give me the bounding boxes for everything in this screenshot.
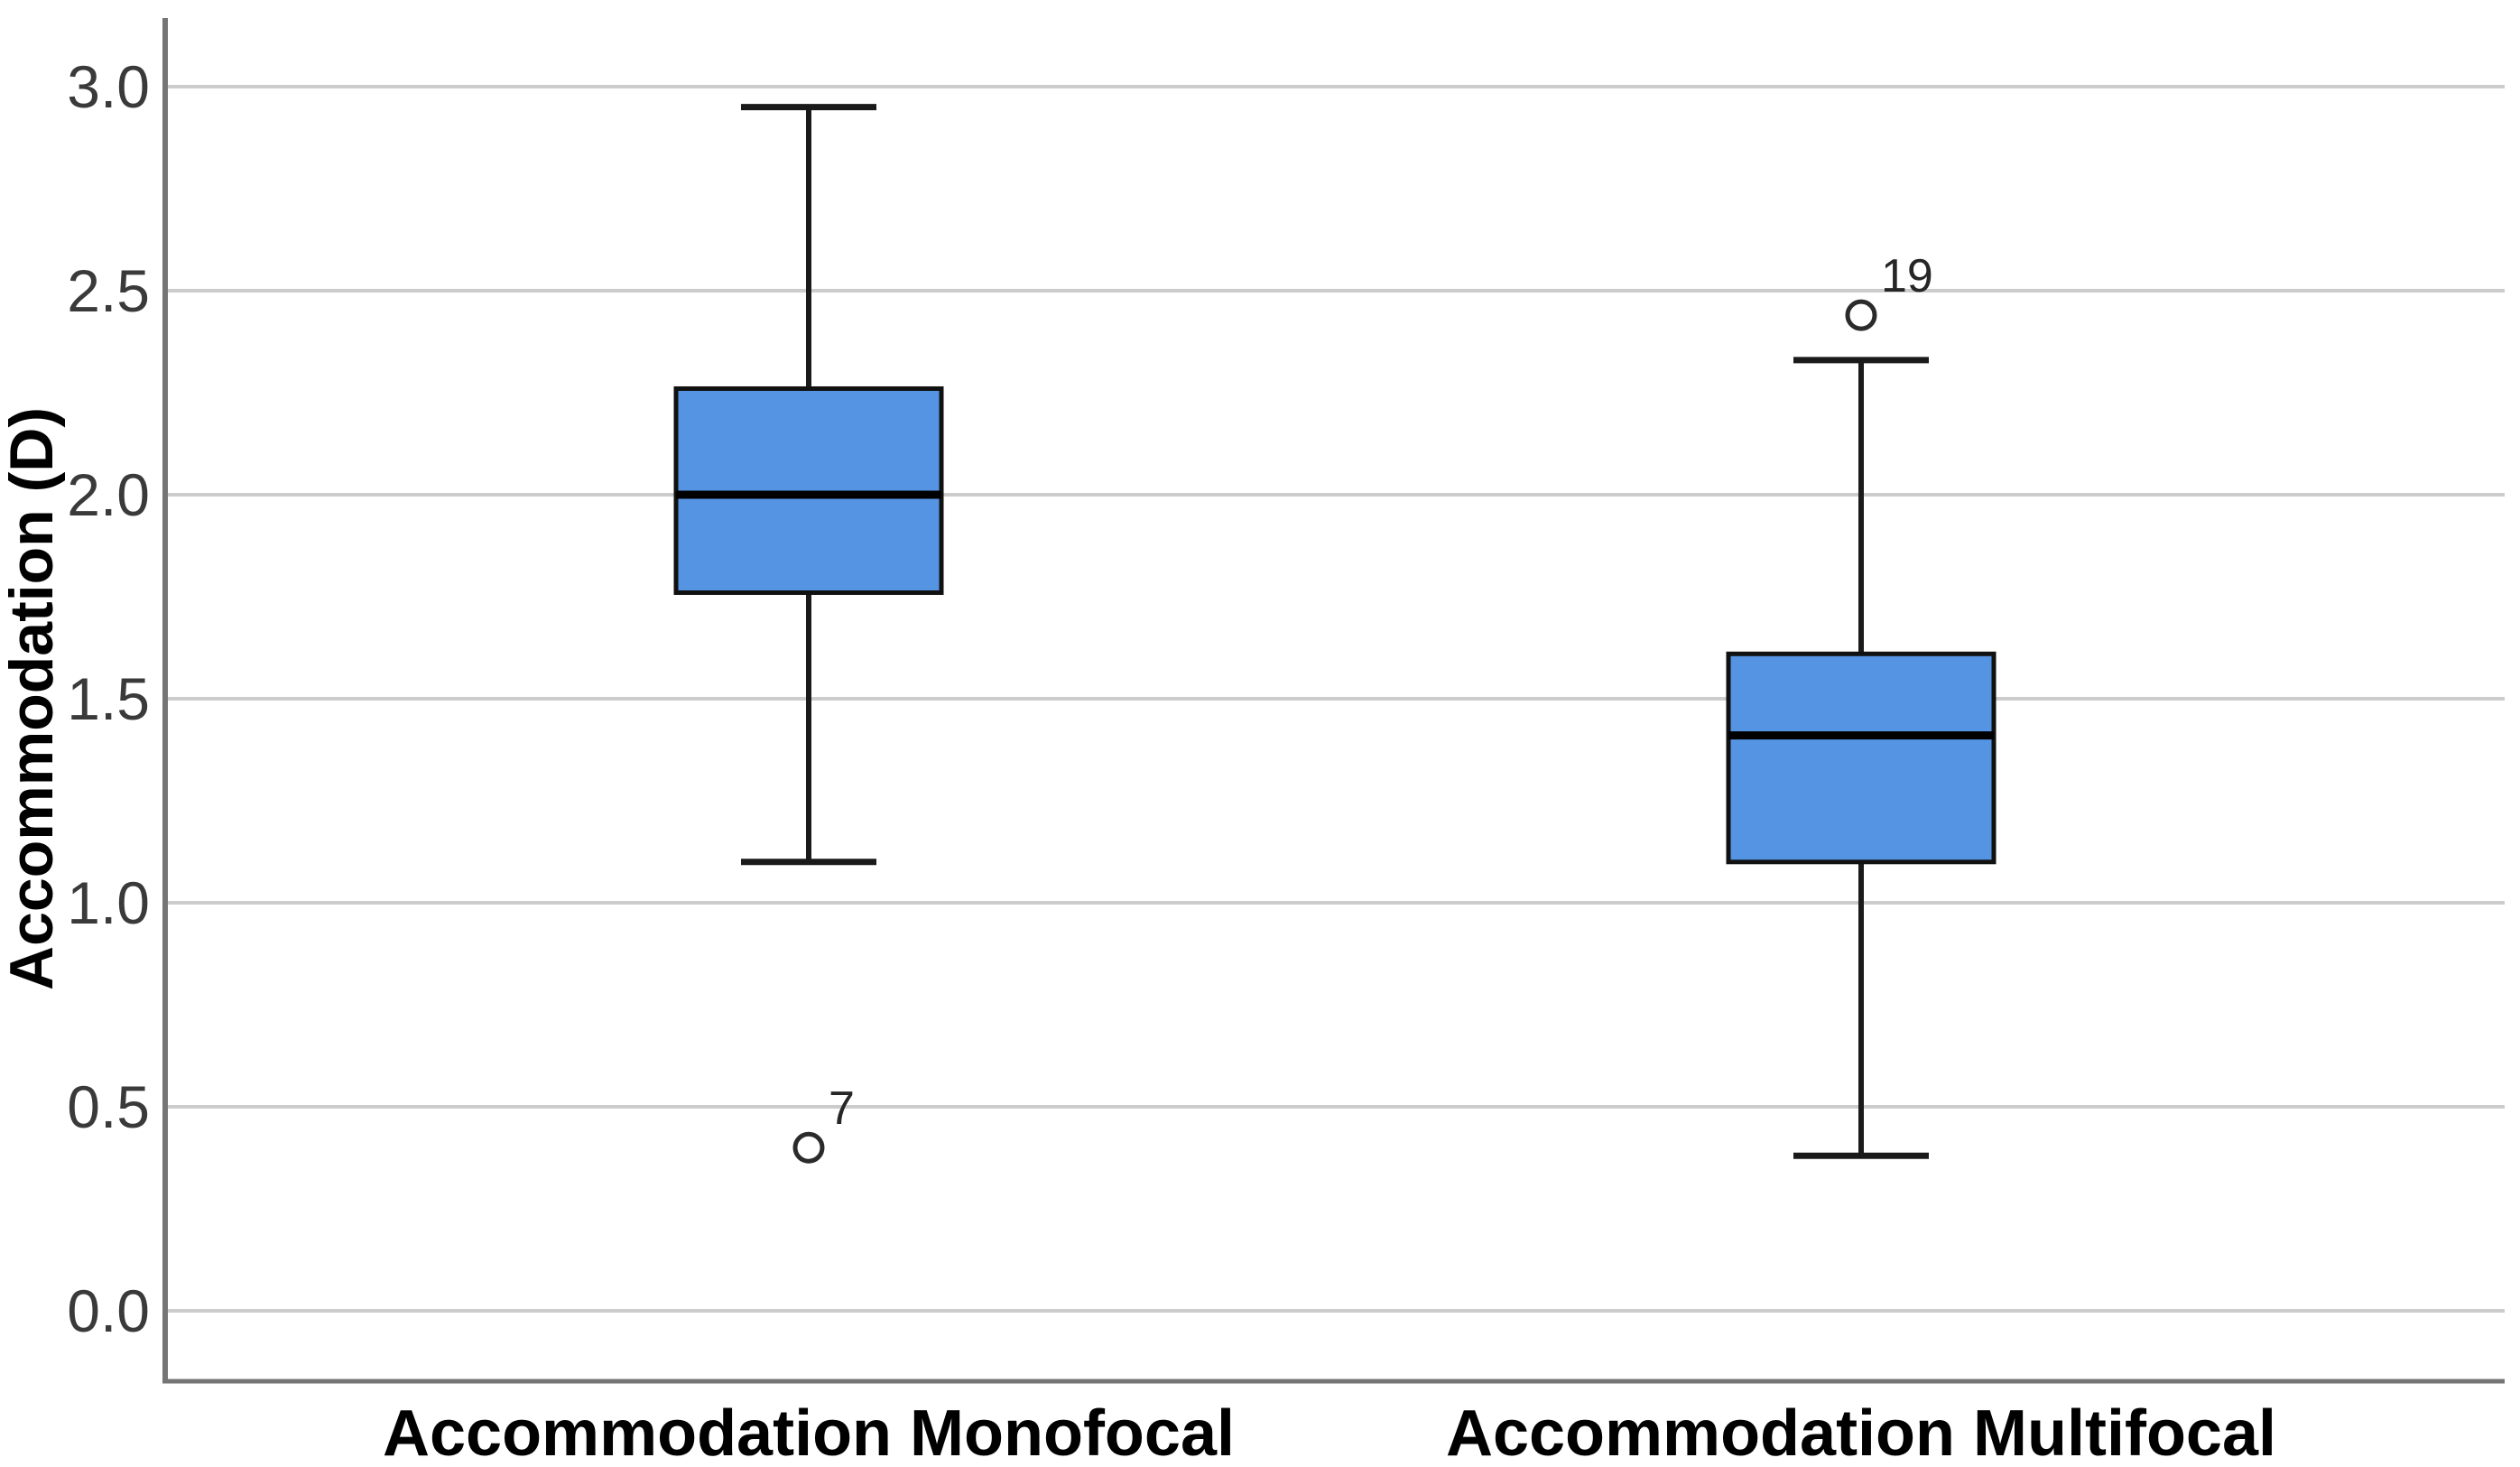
- y-tick-labels: 0.0 0.5 1.0 1.5 2.0 2.5 3.0: [67, 53, 150, 1344]
- category-label-monofocal: Accommodation Monofocal: [383, 1397, 1235, 1467]
- y-tick-label: 2.5: [67, 257, 150, 324]
- y-tick-label: 1.5: [67, 665, 150, 732]
- category-labels: Accommodation Monofocal Accommodation Mu…: [383, 1397, 2276, 1467]
- y-tick-label: 0.0: [67, 1277, 150, 1344]
- outlier-circle: [1845, 299, 1877, 331]
- outlier-case-label: 19: [1881, 250, 1933, 302]
- category-label-multifocal: Accommodation Multifocal: [1446, 1397, 2276, 1467]
- boxplot-multifocal: 19: [1726, 250, 1997, 1159]
- iqr-box: [673, 385, 944, 595]
- boxplot-monofocal: 7: [673, 104, 944, 1164]
- gridlines: [165, 85, 2505, 1313]
- y-tick-label: 1.0: [67, 869, 150, 936]
- iqr-box: [1726, 651, 1997, 865]
- y-tick-label: 0.5: [67, 1073, 150, 1140]
- outlier-case-label: 7: [829, 1082, 855, 1135]
- outlier-circle: [792, 1131, 825, 1164]
- axes: [162, 18, 2505, 1384]
- y-tick-label: 2.0: [67, 461, 150, 528]
- y-tick-label: 3.0: [67, 53, 150, 120]
- y-axis-title: Accommodation (D): [0, 407, 66, 990]
- boxplots: 7 19: [673, 104, 1997, 1164]
